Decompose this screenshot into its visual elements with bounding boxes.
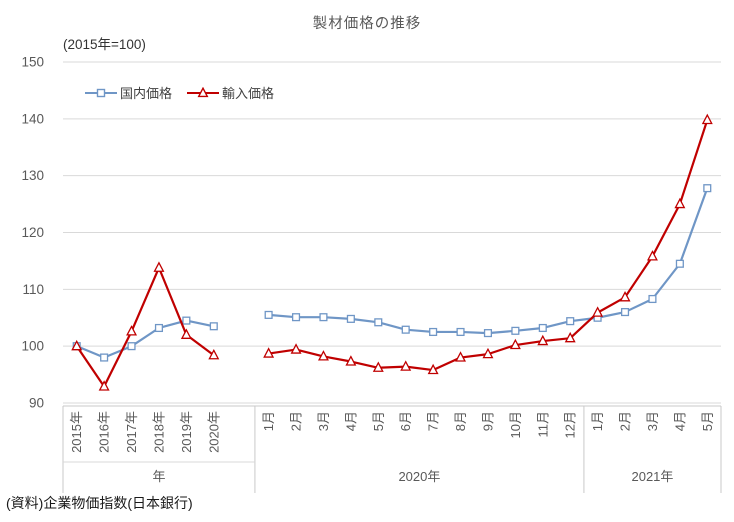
y-axis-tick-label: 110 [22, 282, 44, 297]
domestic-price-marker [127, 342, 136, 351]
import-price-marker [674, 197, 686, 209]
x-axis-tick-label: 2月 [618, 411, 633, 431]
import-price-marker [482, 347, 494, 359]
domestic-price-marker [100, 353, 109, 362]
x-axis-tick-label: 5月 [371, 411, 386, 431]
domestic-price-marker [703, 184, 712, 193]
import-price-marker [263, 347, 275, 358]
domestic-price-marker [429, 327, 438, 337]
x-axis-tick-label: 3月 [316, 411, 331, 431]
domestic-price-marker [648, 294, 657, 304]
x-axis-tick-label: 7月 [426, 411, 441, 431]
x-axis-tick-label: 2020年 [206, 411, 221, 453]
domestic-price-marker [346, 314, 355, 323]
domestic-price-marker [620, 308, 630, 317]
x-axis-tick-label: 2016年 [97, 411, 112, 453]
domestic-series-legend-icon [85, 88, 117, 97]
import-price-marker [592, 306, 604, 317]
x-axis-tick-label: 4月 [343, 411, 358, 431]
legend-label-import: 輸入価格 [222, 86, 275, 101]
legend-item-domestic: 国内価格 [84, 83, 172, 102]
import-price-marker [180, 328, 192, 339]
x-axis-tick-label: 9月 [480, 411, 495, 431]
import-price-marker [619, 290, 631, 302]
x-axis-tick-label: 12月 [563, 411, 578, 438]
domestic-price-marker [511, 326, 520, 335]
x-axis-tick-label: 1月 [590, 411, 605, 431]
x-axis-tick-label: 2月 [289, 411, 304, 431]
domestic-price-marker [401, 325, 410, 334]
x-axis-group-label: 年 [152, 469, 165, 484]
x-axis-tick-label: 2017年 [124, 411, 139, 453]
x-axis-group-label: 2020年 [398, 469, 440, 484]
y-axis-tick-label: 150 [21, 55, 44, 70]
x-axis-tick-label: 2019年 [179, 411, 194, 453]
x-axis-tick-label: 5月 [700, 411, 715, 431]
import-price-marker [537, 334, 549, 346]
x-axis-tick-label: 11月 [535, 411, 550, 438]
index-base-note: (2015年=100) [63, 37, 146, 52]
import-price-marker [372, 361, 384, 372]
domestic-price-marker [182, 316, 191, 325]
y-axis-tick-label: 100 [21, 339, 44, 354]
domestic-price-marker [154, 323, 164, 333]
y-axis-tick-label: 90 [29, 396, 44, 411]
import-price-marker [701, 113, 713, 125]
import-price-marker [208, 348, 220, 360]
import-price-marker [509, 338, 521, 350]
chart-legend: 国内価格 輸入価格 [84, 83, 274, 102]
domestic-price-marker [319, 313, 328, 322]
domestic-price-marker [483, 329, 493, 338]
y-axis-tick-label: 140 [21, 111, 44, 126]
x-axis-tick-label: 1月 [261, 411, 276, 431]
domestic-price-marker [456, 327, 465, 337]
import-price-marker [153, 261, 165, 272]
x-axis-tick-label: 3月 [645, 411, 660, 431]
import-price-marker [290, 343, 302, 354]
domestic-price-marker [209, 322, 218, 331]
legend-label-domestic: 国内価格 [120, 86, 173, 101]
domestic-price-marker [264, 310, 273, 319]
import-price-marker [345, 355, 357, 366]
import-price-marker [427, 363, 439, 375]
domestic-price-marker [291, 313, 301, 322]
import-series-legend-icon [187, 86, 220, 97]
domestic-price-marker [374, 318, 383, 327]
chart-title: 製材価格の推移 [312, 16, 422, 32]
import-price-marker [455, 351, 467, 362]
legend-item-import: 輸入価格 [186, 83, 274, 102]
import-price-marker [126, 325, 138, 336]
y-axis-tick-label: 130 [21, 168, 44, 183]
import-price-line [75, 266, 215, 388]
x-axis-tick-label: 2018年 [151, 411, 166, 453]
import-price-marker [400, 360, 412, 371]
import-price-marker [564, 331, 576, 343]
import-price-marker [646, 250, 658, 261]
x-axis-tick-label: 6月 [398, 411, 413, 431]
domestic-price-marker [675, 259, 684, 268]
source-note: (資料)企業物価指数(日本銀行) [6, 495, 193, 511]
import-price-marker [317, 350, 329, 361]
domestic-price-line [76, 319, 215, 359]
domestic-price-line [268, 187, 709, 335]
y-axis-tick-label: 120 [21, 225, 44, 240]
domestic-price-marker [566, 317, 575, 326]
import-price-marker [98, 380, 110, 391]
x-axis-tick-label: 8月 [453, 411, 468, 431]
x-axis-tick-label: 2015年 [69, 411, 84, 453]
x-axis-tick-label: 4月 [672, 411, 687, 431]
x-axis-tick-label: 10月 [508, 411, 523, 438]
domestic-price-marker [538, 323, 547, 333]
import-price-marker [71, 339, 83, 351]
x-axis-group-label: 2021年 [631, 469, 673, 484]
